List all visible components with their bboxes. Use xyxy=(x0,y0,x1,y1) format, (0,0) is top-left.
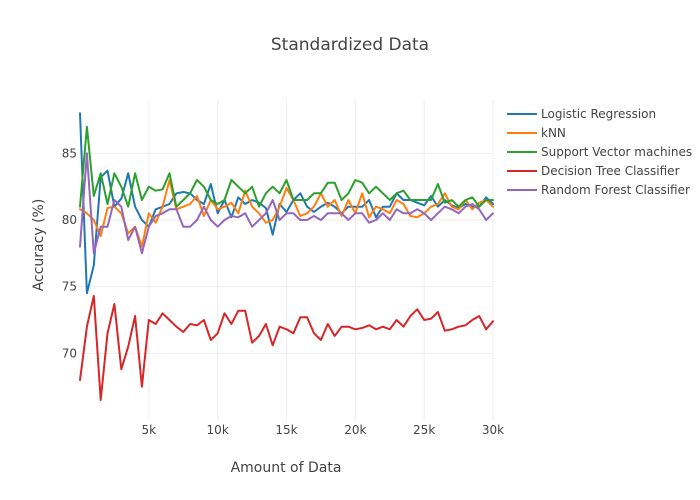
series-line-random-forest-classifier[interactable] xyxy=(79,152,494,255)
legend-label: Logistic Regression xyxy=(541,107,656,121)
y-tick-label: 70 xyxy=(62,346,77,360)
legend-label: Support Vector machines xyxy=(541,145,692,159)
series-lines xyxy=(79,112,494,401)
legend-label: Decision Tree Classifier xyxy=(541,164,680,178)
x-tick-label: 20k xyxy=(344,423,366,437)
x-tick-label: 30k xyxy=(482,423,504,437)
y-tick-label: 80 xyxy=(62,213,77,227)
y-axis-title: Accuracy (%) xyxy=(31,199,47,292)
legend-label: kNN xyxy=(541,126,566,140)
legend[interactable]: Logistic Regression kNN Support Vector mac… xyxy=(507,107,692,197)
x-tick-label: 5k xyxy=(142,423,157,437)
x-tick-label: 10k xyxy=(207,423,229,437)
legend-item-random-forest-classifier[interactable]: Random Forest Classifier xyxy=(507,183,690,197)
x-tick-label: 15k xyxy=(275,423,297,437)
y-tick-label: 85 xyxy=(62,146,77,160)
y-tick-label: 75 xyxy=(62,280,77,294)
series-line-decision-tree-classifier[interactable] xyxy=(79,295,494,401)
legend-item-support-vector-machines[interactable]: Support Vector machines xyxy=(507,145,692,159)
legend-item-decision-tree-classifier[interactable]: Decision Tree Classifier xyxy=(507,164,680,178)
axes: 5k 10k 15k 20k 25k 30k 70 75 80 85 xyxy=(62,146,504,437)
x-axis-title: Amount of Data xyxy=(231,460,342,476)
series-line-support-vector-machines[interactable] xyxy=(79,125,494,208)
x-tick-label: 25k xyxy=(413,423,435,437)
chart-title: Standardized Data xyxy=(271,35,429,55)
legend-item-knn[interactable]: kNN xyxy=(507,126,566,140)
legend-label: Random Forest Classifier xyxy=(541,183,690,197)
grid xyxy=(80,100,494,420)
legend-item-logistic-regression[interactable]: Logistic Regression xyxy=(507,107,656,121)
